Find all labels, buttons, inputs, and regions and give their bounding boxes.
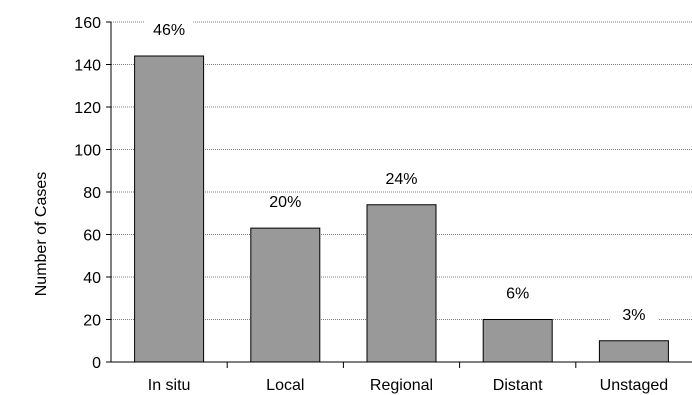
- data-label-bg: [609, 305, 658, 326]
- axes: [106, 21, 692, 368]
- y-tick-label: 80: [83, 185, 101, 202]
- x-tick-label: Distant: [493, 377, 543, 394]
- data-label: 46%: [153, 22, 185, 39]
- data-label: 3%: [622, 307, 645, 324]
- bar: [598, 340, 669, 363]
- data-labels: 46% 20% 24% 6% 3%: [145, 21, 658, 326]
- bar: [134, 55, 205, 363]
- y-tick-label: 60: [83, 228, 101, 245]
- x-tick-label: Local: [266, 377, 304, 394]
- bar: [250, 227, 321, 363]
- x-tick-label: Unstaged: [600, 377, 669, 394]
- data-label-bg: [377, 169, 426, 190]
- x-tick-labels: In situ Local Regional Distant Unstaged: [148, 377, 668, 394]
- y-axis-title: Number of Cases: [33, 172, 50, 297]
- y-tick-label: 120: [74, 100, 101, 117]
- y-tick-label: 0: [92, 355, 101, 372]
- y-tick-labels: 0 20 40 60 80 100 120 140 160: [74, 15, 101, 372]
- data-label: 6%: [506, 286, 529, 303]
- bars: [134, 55, 669, 363]
- data-label-bg: [145, 21, 194, 41]
- y-tick-label: 160: [74, 15, 101, 32]
- bar: [482, 319, 553, 363]
- data-label: 20%: [269, 194, 301, 211]
- y-tick-label: 20: [83, 313, 101, 330]
- bar: [366, 204, 437, 363]
- x-tick-label: Regional: [370, 377, 433, 394]
- y-tick-label: 40: [83, 270, 101, 287]
- data-label-bg: [493, 284, 542, 305]
- data-label-bg: [261, 193, 310, 214]
- y-tick-label: 140: [74, 58, 101, 75]
- y-tick-label: 100: [74, 143, 101, 160]
- data-label: 24%: [385, 171, 417, 188]
- x-tick-label: In situ: [148, 377, 191, 394]
